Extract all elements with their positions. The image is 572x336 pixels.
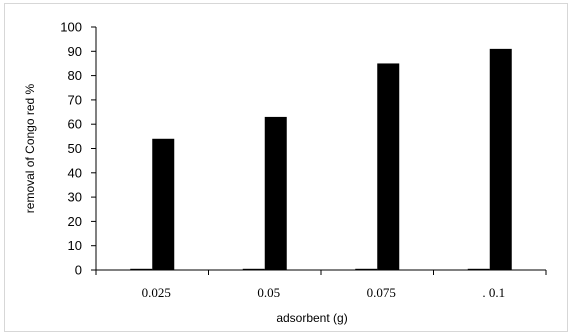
y-tick-label: 80	[68, 68, 82, 83]
bar-0-025-series-1	[130, 268, 153, 270]
x-tick-label: 0.075	[367, 285, 396, 300]
x-tick-label: 0.05	[257, 285, 280, 300]
bar-0-075-series-2	[377, 63, 400, 271]
y-tick-label: 90	[68, 44, 82, 59]
bar-0-075-series-1	[355, 268, 378, 270]
y-tick-label: 40	[68, 165, 82, 180]
x-tick-label: . 0.1	[482, 285, 505, 300]
y-axis-ticks: 0 10 20 30 40 50 60 70 80 90 100	[60, 20, 96, 278]
y-tick-label: 10	[68, 238, 82, 253]
y-axis-title: removal of Congo red %	[23, 83, 37, 213]
x-tick-label: 0.025	[142, 285, 171, 300]
y-tick-label: 70	[68, 92, 82, 107]
y-tick-label: 50	[68, 141, 82, 156]
y-tick-label: 30	[68, 190, 82, 205]
bar-0-05-series-1	[242, 268, 265, 270]
x-axis-title: adsorbent (g)	[276, 311, 347, 325]
bar-0-1-series-1	[467, 268, 490, 270]
bar-0-025-series-2	[152, 138, 175, 270]
y-tick-label: 20	[68, 214, 82, 229]
bars	[130, 48, 512, 271]
x-axis-ticks: 0.025 0.05 0.075 . 0.1	[95, 270, 547, 300]
y-tick-label: 0	[75, 263, 82, 278]
y-tick-label: 60	[68, 117, 82, 132]
bar-0-1-series-2	[489, 48, 512, 271]
bar-0-05-series-2	[264, 116, 287, 270]
y-tick-label: 100	[60, 20, 82, 35]
